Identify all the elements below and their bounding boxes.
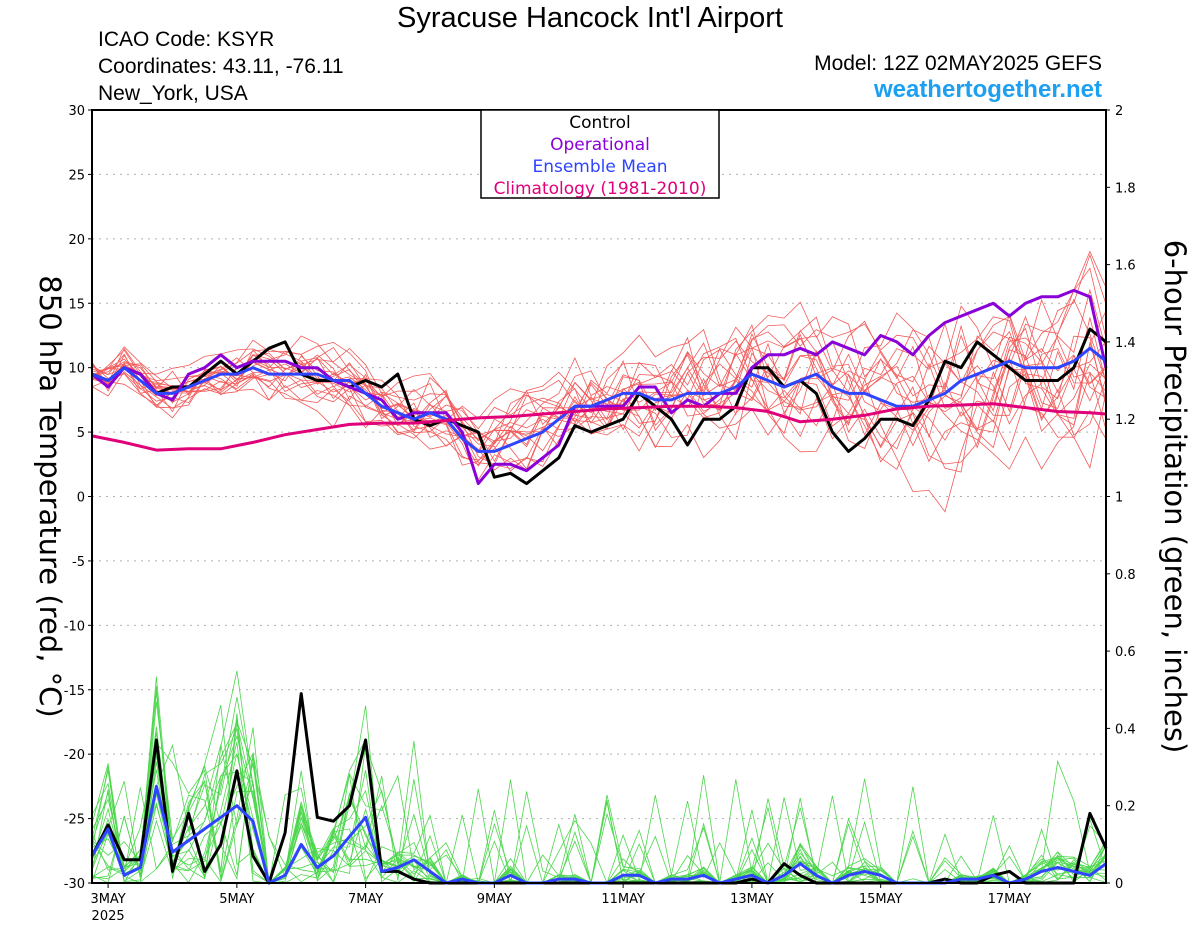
x-tick-label: 15MAY xyxy=(859,892,903,907)
temp-member-line xyxy=(91,253,1107,461)
model-run: Model: 12Z 02MAY2025 GEFS xyxy=(814,52,1102,75)
legend-box xyxy=(480,109,720,199)
right-tick-label: 1.6 xyxy=(1115,259,1136,274)
temp-member-line xyxy=(91,267,1107,469)
left-axis-ticks: 30 25 20 15 10 5 0 -5 -10 -15 -20 -25 -30 xyxy=(64,104,92,892)
left-tick-label: -20 xyxy=(64,748,85,763)
legend-entry: Climatology (1981-2010) xyxy=(494,179,707,199)
temp-member-line xyxy=(91,327,1107,466)
right-tick-label: 0.4 xyxy=(1115,722,1136,737)
temp-member-line xyxy=(91,340,1107,469)
x-tick-label: 13MAY xyxy=(730,892,774,907)
left-tick-label: 30 xyxy=(68,104,85,119)
x-year-label: 2025 xyxy=(92,909,125,924)
right-tick-label: 2 xyxy=(1115,104,1123,119)
left-tick-label: -25 xyxy=(64,813,85,828)
chart-title: Syracuse Hancock Int'l Airport xyxy=(397,2,783,34)
legend-entry: Ensemble Mean xyxy=(532,157,667,177)
temp-member-line xyxy=(91,337,1107,473)
left-tick-label: -15 xyxy=(64,684,85,699)
left-tick-label: -5 xyxy=(72,555,85,570)
right-tick-label: 0.8 xyxy=(1115,568,1136,583)
ensemble-mean-temp-line xyxy=(91,346,1107,453)
y-axis-label: 850 hPa Temperature (red, °C) xyxy=(33,275,67,717)
x-tick-label: 17MAY xyxy=(988,892,1032,907)
x-tick-label: 11MAY xyxy=(601,892,645,907)
right-tick-label: 1 xyxy=(1115,491,1123,506)
left-tick-label: 20 xyxy=(68,233,85,248)
coordinates: Coordinates: 43.11, -76.11 xyxy=(98,55,344,78)
temp-member-line xyxy=(91,301,1107,467)
temp-member-line xyxy=(91,347,1107,463)
icao-code: ICAO Code: KSYR xyxy=(98,28,275,51)
left-tick-label: 10 xyxy=(68,362,85,377)
x-tick-label: 5MAY xyxy=(219,892,254,907)
left-tick-label: 5 xyxy=(77,426,85,441)
x-tick-label: 3MAY xyxy=(90,892,125,907)
left-tick-label: -10 xyxy=(64,619,85,634)
temp-member-line xyxy=(91,315,1107,472)
x-tick-label: 9MAY xyxy=(477,892,512,907)
right-axis-ticks: 2 1.8 1.6 1.4 1.2 1 0.8 0.6 0.4 0.2 0 xyxy=(1106,104,1136,892)
x-axis-ticks: 3MAY 5MAY 7MAY 9MAY 11MAY 13MAY 15MAY 17MAY 2025 xyxy=(90,883,1031,924)
legend-entry: Operational xyxy=(550,135,650,155)
y2-axis-label: 6-hour Precipitation (green, inches) xyxy=(1158,240,1192,754)
left-tick-label: 25 xyxy=(68,168,85,183)
right-tick-label: 1.2 xyxy=(1115,413,1136,428)
right-tick-label: 1.4 xyxy=(1115,336,1136,351)
left-tick-label: -30 xyxy=(64,877,85,892)
legend-entry: Control xyxy=(569,113,630,133)
precip-member-line xyxy=(91,701,1107,884)
right-tick-label: 0 xyxy=(1115,877,1123,892)
right-tick-label: 0.6 xyxy=(1115,645,1136,660)
ensemble-members xyxy=(91,250,1107,885)
right-tick-label: 0.2 xyxy=(1115,800,1136,815)
climatology-1981-2010-temp-line xyxy=(91,402,1107,452)
control-temp-line xyxy=(91,327,1107,486)
site-link[interactable]: weathertogether.net xyxy=(873,76,1102,103)
x-tick-label: 7MAY xyxy=(348,892,383,907)
left-tick-label: 0 xyxy=(77,491,85,506)
right-tick-label: 1.8 xyxy=(1115,181,1136,196)
operational-temp-line xyxy=(91,288,1108,486)
temp-member-line xyxy=(91,298,1107,441)
temp-member-line xyxy=(91,315,1107,471)
location: New_York, USA xyxy=(98,82,248,105)
left-tick-label: 15 xyxy=(68,297,85,312)
